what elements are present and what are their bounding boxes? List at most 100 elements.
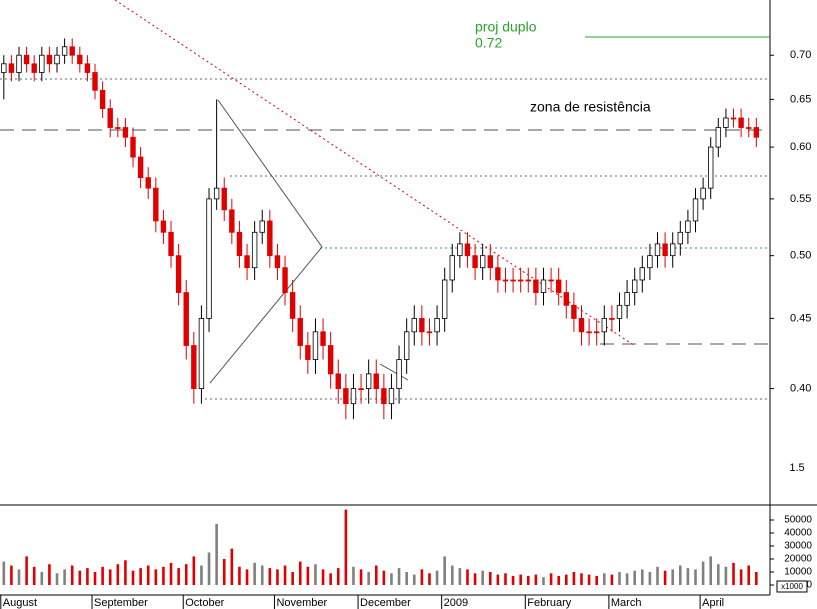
volume-bar bbox=[70, 565, 74, 585]
y2-tick-label: 20000 bbox=[784, 554, 812, 565]
volume-bar bbox=[679, 565, 682, 585]
candle-body bbox=[274, 255, 281, 269]
candle-body bbox=[130, 136, 136, 158]
candle-body bbox=[479, 255, 486, 269]
triangle-pattern bbox=[209, 99, 323, 384]
volume-bar bbox=[496, 574, 500, 585]
candle-body bbox=[548, 279, 554, 282]
trend-line bbox=[114, 0, 636, 347]
volume-bar bbox=[686, 568, 690, 585]
candle-body bbox=[670, 243, 676, 257]
volume-bar bbox=[633, 570, 636, 585]
volume-bar bbox=[108, 569, 112, 585]
volume-bar bbox=[321, 569, 325, 585]
candle-body bbox=[578, 318, 585, 333]
volume-bar bbox=[78, 570, 82, 585]
volume-bar bbox=[663, 570, 667, 585]
candle-body bbox=[525, 279, 531, 282]
candle-body bbox=[692, 198, 699, 222]
candle-body bbox=[624, 292, 630, 306]
candle-body bbox=[312, 331, 319, 360]
y-tick-label: 0.60 bbox=[790, 141, 811, 153]
volume-bar bbox=[222, 559, 226, 585]
y-tick-label: 0.50 bbox=[790, 250, 811, 262]
candle-body bbox=[175, 255, 182, 293]
volume-bar bbox=[755, 572, 758, 585]
x-tick-label: February bbox=[527, 597, 572, 609]
candle-body bbox=[8, 63, 15, 73]
candle-body bbox=[84, 63, 91, 73]
candle-body bbox=[700, 187, 706, 200]
x-tick-label: November bbox=[276, 597, 327, 609]
candle-body bbox=[723, 117, 729, 128]
candle-body bbox=[609, 318, 615, 320]
volume-bar bbox=[17, 569, 21, 585]
volume-bar bbox=[306, 566, 310, 585]
volume-bar bbox=[184, 564, 188, 585]
volume-bar bbox=[32, 566, 36, 585]
candle-body bbox=[563, 292, 569, 306]
candle-body bbox=[198, 318, 205, 389]
volume-bar bbox=[336, 568, 340, 585]
candle-body bbox=[472, 255, 478, 269]
volume-bar bbox=[298, 561, 302, 585]
volume-bar bbox=[473, 573, 477, 585]
candle-body bbox=[449, 255, 455, 281]
candle-body bbox=[137, 156, 144, 179]
candle-body bbox=[39, 54, 45, 73]
volume-bar bbox=[291, 572, 294, 585]
volume-bar bbox=[572, 572, 576, 585]
volume-bar bbox=[162, 566, 165, 585]
candle-body bbox=[23, 54, 30, 65]
volume-bar bbox=[724, 566, 728, 585]
volume-bar bbox=[701, 561, 705, 585]
volume-bar bbox=[169, 562, 173, 585]
candle-body bbox=[297, 318, 303, 346]
candle-body bbox=[517, 279, 524, 282]
candle-body bbox=[654, 243, 661, 257]
candle-body bbox=[267, 220, 273, 257]
volume-bar bbox=[359, 569, 363, 585]
pattern-line bbox=[379, 363, 409, 381]
candle-body bbox=[145, 177, 151, 189]
candle-body bbox=[738, 117, 744, 128]
candle-body bbox=[601, 318, 607, 333]
candle-body bbox=[16, 54, 22, 73]
candle-body bbox=[282, 267, 288, 293]
volume-bar bbox=[671, 569, 675, 585]
volume-bar bbox=[534, 574, 538, 585]
candle-body bbox=[122, 127, 129, 138]
volume-bar bbox=[488, 572, 492, 585]
x-tick-label: October bbox=[185, 597, 224, 609]
volume-bar bbox=[717, 564, 720, 585]
volume-bar bbox=[458, 568, 462, 585]
candle-body bbox=[571, 304, 577, 319]
volume-bar bbox=[260, 565, 264, 585]
volume-bar bbox=[40, 572, 44, 585]
unit-box bbox=[776, 580, 808, 593]
volume-bar bbox=[93, 572, 97, 585]
candle-body bbox=[160, 220, 167, 233]
volume-bar bbox=[207, 552, 211, 585]
candle-body bbox=[31, 63, 37, 73]
candle-body bbox=[61, 46, 68, 56]
candle-body bbox=[647, 255, 653, 269]
candle-body bbox=[434, 318, 440, 333]
candle-body bbox=[1, 63, 7, 73]
y-tick-label: 0.40 bbox=[790, 383, 811, 395]
candle-body bbox=[153, 187, 159, 222]
candle-body bbox=[206, 198, 212, 319]
candle-body bbox=[730, 117, 737, 120]
volume-bar bbox=[709, 556, 713, 585]
candle-body bbox=[495, 267, 501, 281]
volume-bar bbox=[587, 574, 591, 585]
volume-bar bbox=[481, 570, 484, 585]
volume-bar bbox=[405, 572, 408, 585]
annotation: proj duplo bbox=[475, 19, 537, 35]
volume-bar bbox=[230, 548, 234, 585]
volume-bar bbox=[435, 570, 439, 585]
volume-bar bbox=[549, 573, 553, 585]
candle-body bbox=[677, 231, 684, 245]
volume-bar bbox=[656, 566, 659, 585]
